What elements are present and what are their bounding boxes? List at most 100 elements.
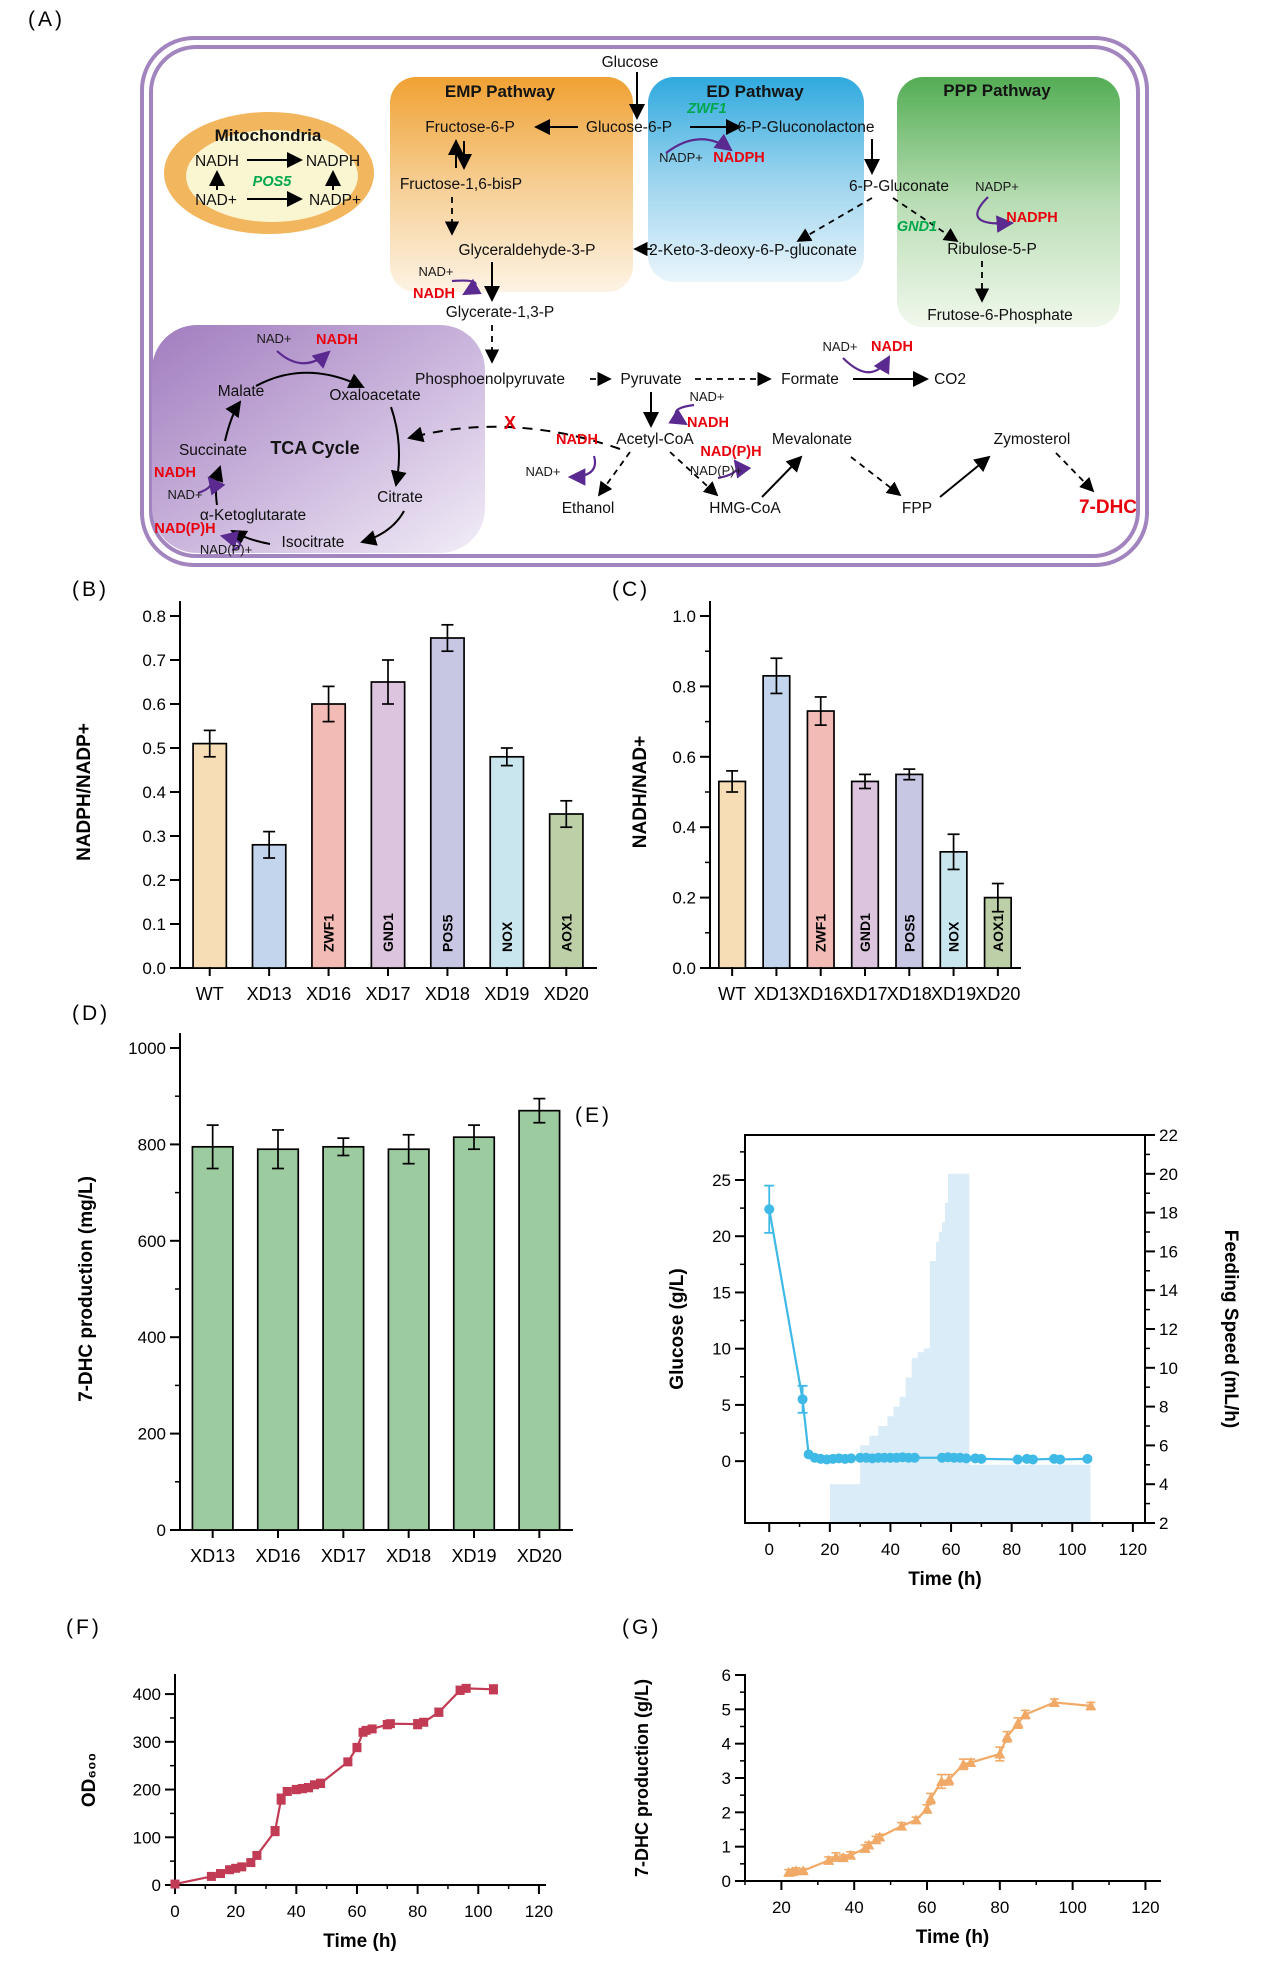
bar-gene-label: AOX1: [558, 914, 574, 952]
right-tick-label: 12: [1159, 1320, 1178, 1339]
x-tick-label: 0: [170, 1902, 179, 1921]
x-category-label: XD18: [386, 1546, 431, 1566]
node-mevalonate: Mevalonate: [772, 431, 852, 448]
panel-label-g: (G): [622, 1616, 662, 1639]
x-tick-label: 0: [765, 1540, 774, 1559]
node-f6p: Fructose-6-P: [425, 119, 515, 136]
data-point: [797, 1865, 809, 1876]
gene-pos5: POS5: [253, 174, 293, 190]
y-tick-label: 400: [133, 1685, 161, 1704]
emp-title: EMP Pathway: [445, 82, 556, 101]
y-tick-label: 0.1: [142, 915, 166, 934]
node-pyruvate: Pyruvate: [620, 371, 681, 388]
x-tick-label: 120: [1119, 1540, 1147, 1559]
chart-od600: 0 100 200 300 400 0 20 40 60 80 100 120 OD₆₀₀ Time (h…: [79, 1674, 553, 1952]
x-category-label: XD16: [798, 984, 843, 1004]
data-point: [352, 1743, 362, 1753]
y-tick-label: 20: [712, 1227, 731, 1246]
y-tick-label: 5: [722, 1700, 731, 1719]
cofactor-arc-pyruvate: [668, 403, 695, 426]
gene-gnd1: GND1: [897, 219, 937, 235]
cofactor-arc-hmg: [717, 459, 752, 480]
x-category-label: XD19: [931, 984, 976, 1004]
bar: [311, 703, 347, 969]
y-tick-label: 1.0: [672, 607, 696, 626]
y-tick-label: 0.0: [142, 959, 166, 978]
data-point: [231, 1863, 241, 1873]
arrow-mevalonate-fpp: [850, 456, 902, 497]
y-tick-label: 1000: [128, 1039, 166, 1058]
data-point: [790, 1865, 802, 1876]
feeding-speed-area: [829, 1173, 1091, 1523]
y-tick-label: 6: [722, 1666, 731, 1685]
data-point: [1012, 1717, 1024, 1728]
panel-label-a: (A): [28, 8, 65, 31]
y-tick-label: 100: [133, 1828, 161, 1847]
right-axis-title: Feeding Speed (mL/h): [1220, 1230, 1241, 1428]
y-tick-label: 2: [722, 1803, 731, 1822]
x-tick-label: 40: [287, 1902, 306, 1921]
y-tick-label: 10: [712, 1340, 731, 1359]
data-point: [896, 1820, 908, 1831]
mitochondria-title: Mitochondria: [215, 126, 322, 145]
data-point: [310, 1780, 320, 1790]
glucose-point: [909, 1452, 920, 1463]
y-tick-label: 0: [722, 1452, 731, 1471]
node-zymosterol: Zymosterol: [994, 431, 1071, 448]
cofactor-nadh: NADH: [556, 432, 598, 448]
x-category-label: XD13: [247, 984, 292, 1004]
cofactor-nad: NAD+: [525, 464, 560, 479]
bar: [387, 1148, 430, 1531]
cofactor-nadph: NADPH: [306, 153, 360, 170]
bar: [191, 1145, 234, 1531]
data-point: [385, 1719, 395, 1729]
glucose-point: [797, 1394, 808, 1405]
bar-gene-label: AOX1: [990, 914, 1006, 952]
x-category-label: XD20: [544, 984, 589, 1004]
chart-7dhc-mg: 0 200 400 600 800 1000 XD13 XD16 XD17 XD18 XD19 XD2…: [76, 1033, 573, 1566]
x-category-label: XD20: [975, 984, 1020, 1004]
bar-gene-label: NOX: [499, 921, 515, 952]
y-axis-title: NADPH/NADP+: [74, 723, 95, 861]
cofactor-nadp: NADP+: [975, 179, 1019, 194]
node-gluconate: 6-P-Gluconate: [849, 178, 949, 195]
y-tick-label: 25: [712, 1171, 731, 1190]
x-axis-title: Time (h): [323, 1931, 397, 1952]
y-tick-label: 1: [722, 1838, 731, 1857]
y-tick-label: 0.5: [142, 739, 166, 758]
x-tick-label: 80: [1002, 1540, 1021, 1559]
bar: [518, 1109, 561, 1531]
glucose-point: [1027, 1454, 1038, 1465]
bar: [762, 674, 791, 969]
data-line: [174, 1687, 494, 1886]
cofactor-nadp: NADP+: [659, 150, 703, 165]
node-hmgcoa: HMG-CoA: [709, 500, 781, 517]
cofactor-nadh: NADH: [316, 332, 358, 348]
node-formate: Formate: [781, 371, 839, 388]
data-point: [170, 1879, 180, 1889]
bar: [429, 637, 465, 969]
chart-nadh-nad-ratio: 0.0 0.2 0.4 0.6 0.8 1.0 WT XD13 ZWF1 XD16 GND1 XD17…: [630, 601, 1021, 1004]
data-point: [874, 1831, 886, 1842]
x-tick-label: 60: [348, 1902, 367, 1921]
cofactor-nad: NAD+: [689, 389, 724, 404]
data-point: [297, 1784, 307, 1794]
cofactor-nadph: NADPH: [1006, 210, 1058, 226]
data-line: [788, 1701, 1091, 1874]
x-tick-label: 120: [525, 1902, 553, 1921]
cofactor-nadp-p: NAD(P)+: [200, 542, 252, 557]
x-tick-label: 40: [881, 1540, 900, 1559]
x-tick-label: 40: [845, 1898, 864, 1917]
glucose-point: [846, 1453, 857, 1464]
right-tick-label: 10: [1159, 1359, 1178, 1378]
bar-gene-label: ZWF1: [321, 914, 337, 952]
y-tick-label: 400: [138, 1328, 166, 1347]
cofactor-arc-formate: [842, 355, 891, 375]
glucose-point: [1082, 1453, 1093, 1464]
y-tick-label: 200: [138, 1425, 166, 1444]
data-point: [994, 1748, 1006, 1759]
node-ethanol: Ethanol: [562, 500, 615, 517]
bar: [718, 780, 747, 969]
x-category-label: XD16: [255, 1546, 300, 1566]
data-point: [925, 1793, 937, 1804]
